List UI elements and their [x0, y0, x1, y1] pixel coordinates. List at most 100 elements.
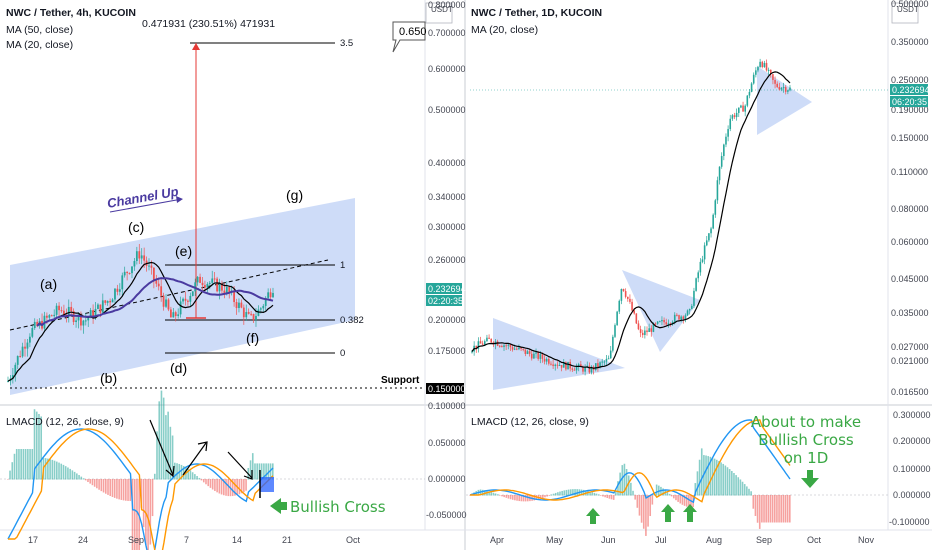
macd-histogram-bar: [593, 492, 596, 496]
candle-body: [586, 365, 589, 367]
candle-body: [656, 321, 659, 324]
macd-histogram-bar: [127, 479, 129, 501]
candle-body: [16, 355, 19, 365]
macd-histogram-bar: [225, 479, 227, 496]
macd-histogram-bar: [151, 479, 154, 517]
candle-body: [580, 364, 582, 367]
candle-body: [28, 336, 31, 343]
candle-body: [573, 369, 576, 371]
candle-body: [731, 115, 734, 119]
macd-histogram-bar: [104, 479, 107, 494]
macd-histogram-bar: [642, 495, 645, 529]
candle-body: [167, 299, 170, 310]
macd-histogram-bar: [251, 453, 254, 480]
macd-histogram-bar: [216, 479, 218, 493]
wave-d: (d): [170, 360, 187, 376]
candle-body: [77, 314, 80, 321]
candle-body: [475, 345, 478, 349]
left-time-axis[interactable]: 17 24 Sep 7 14 21 Oct: [28, 535, 361, 545]
macd-histogram-bar: [49, 459, 51, 480]
candle-body: [652, 323, 655, 332]
candle-body: [639, 329, 642, 333]
macd-histogram-bar: [58, 462, 60, 480]
macd-histogram-bar: [87, 479, 89, 483]
macd-histogram-bar: [640, 495, 643, 523]
right-macd-axis[interactable]: 0.300000 0.200000 0.100000 0.000000 -0.1…: [889, 410, 931, 527]
ma20-line: [7, 261, 274, 382]
macd-histogram-bar: [71, 470, 74, 480]
candle-body: [201, 282, 204, 286]
candle-body: [626, 296, 629, 299]
left-date-tick: 24: [78, 535, 88, 545]
macd-histogram-bar: [18, 449, 20, 480]
macd-histogram-bar: [552, 493, 555, 496]
left-price-axis[interactable]: USDT 0.800000 0.700000 0.600000 0.500000 0.4…: [425, 0, 466, 411]
right-macd-pane[interactable]: About to make Bullish Cross on 1D LMACD …: [466, 413, 888, 536]
left-macd-axis[interactable]: 0.050000 0.000000 -0.050000: [426, 438, 467, 520]
note-line-3: on 1D: [784, 449, 829, 467]
candle-body: [659, 321, 661, 323]
macd-histogram-bar: [557, 492, 559, 496]
right-price-pane[interactable]: NWC / Tether, 1D, KUCOIN MA (20, close): [470, 7, 888, 390]
right-price-tick: 0.035000: [891, 308, 929, 318]
macd-histogram-bar: [55, 461, 58, 480]
macd-histogram-bar: [207, 479, 210, 487]
candle-body: [772, 74, 774, 80]
macd-histogram-bar: [503, 495, 505, 498]
candle-body: [160, 286, 163, 296]
support-label: Support: [381, 375, 420, 386]
macd-histogram-bar: [131, 479, 134, 550]
right-time-axis[interactable]: Apr May Jun Jul Aug Sep Oct Nov: [490, 535, 875, 545]
candle-body: [646, 330, 648, 333]
left-support-badge-text: 0.150000: [428, 384, 466, 394]
arrow-down-1: [149, 419, 174, 476]
macd-histogram-bar: [677, 495, 679, 502]
left-price-badge: [426, 283, 462, 294]
candle-body: [196, 276, 199, 283]
candle-body: [187, 300, 189, 302]
macd-histogram-bar: [256, 463, 259, 480]
candle-body: [479, 341, 482, 344]
macd-histogram-bar: [516, 495, 518, 501]
candle-body: [603, 361, 606, 363]
macd-histogram-bar: [713, 458, 716, 496]
candle-body: [693, 290, 695, 306]
candle-body: [697, 272, 700, 279]
macd-histogram-bar: [76, 473, 78, 480]
macd-histogram-bar: [27, 449, 29, 480]
candle-body: [484, 341, 486, 345]
macd-histogram-bar: [240, 479, 243, 494]
candle-body: [759, 61, 761, 68]
macd-histogram-bar: [610, 495, 613, 500]
candle-body: [70, 306, 73, 311]
candle-body: [128, 272, 131, 274]
candle-body: [676, 314, 678, 316]
macd-histogram-bar: [272, 463, 274, 480]
candle-body: [155, 280, 158, 284]
green-down-arrow: [801, 470, 819, 488]
macd-histogram-bar: [619, 472, 621, 496]
macd-histogram-bar: [582, 489, 585, 496]
candle-body: [601, 361, 603, 363]
candle-body: [179, 301, 182, 315]
left-macd-pane[interactable]: Bullish Cross LMACD (12, 26, close, 9): [0, 390, 425, 550]
macd-histogram-bar: [267, 463, 270, 480]
macd-histogram-bar: [120, 479, 123, 500]
macd-histogram-bar: [125, 479, 127, 501]
candle-body: [701, 259, 704, 262]
candle-body: [223, 290, 226, 294]
left-macd-line: [7, 428, 274, 550]
left-date-tick: Oct: [346, 535, 361, 545]
macd-histogram-bar: [180, 464, 183, 480]
candle-body: [699, 261, 702, 273]
macd-histogram-bar: [162, 397, 165, 480]
fib-label-0: 0: [340, 348, 345, 359]
left-price-tick: 0.100000: [428, 401, 466, 411]
right-date-tick: Nov: [858, 535, 875, 545]
right-countdown: 06:20:35: [892, 97, 927, 107]
right-price-axis[interactable]: USDT 0.500000 0.350000 0.250000 0.190000 0.1…: [890, 0, 930, 397]
candle-body: [109, 300, 112, 303]
candle-body: [618, 300, 621, 312]
left-price-pane[interactable]: Channel Up (a) (b) (c) (d) (e) (f) (g) 3…: [6, 7, 427, 395]
candle-body: [143, 255, 146, 261]
